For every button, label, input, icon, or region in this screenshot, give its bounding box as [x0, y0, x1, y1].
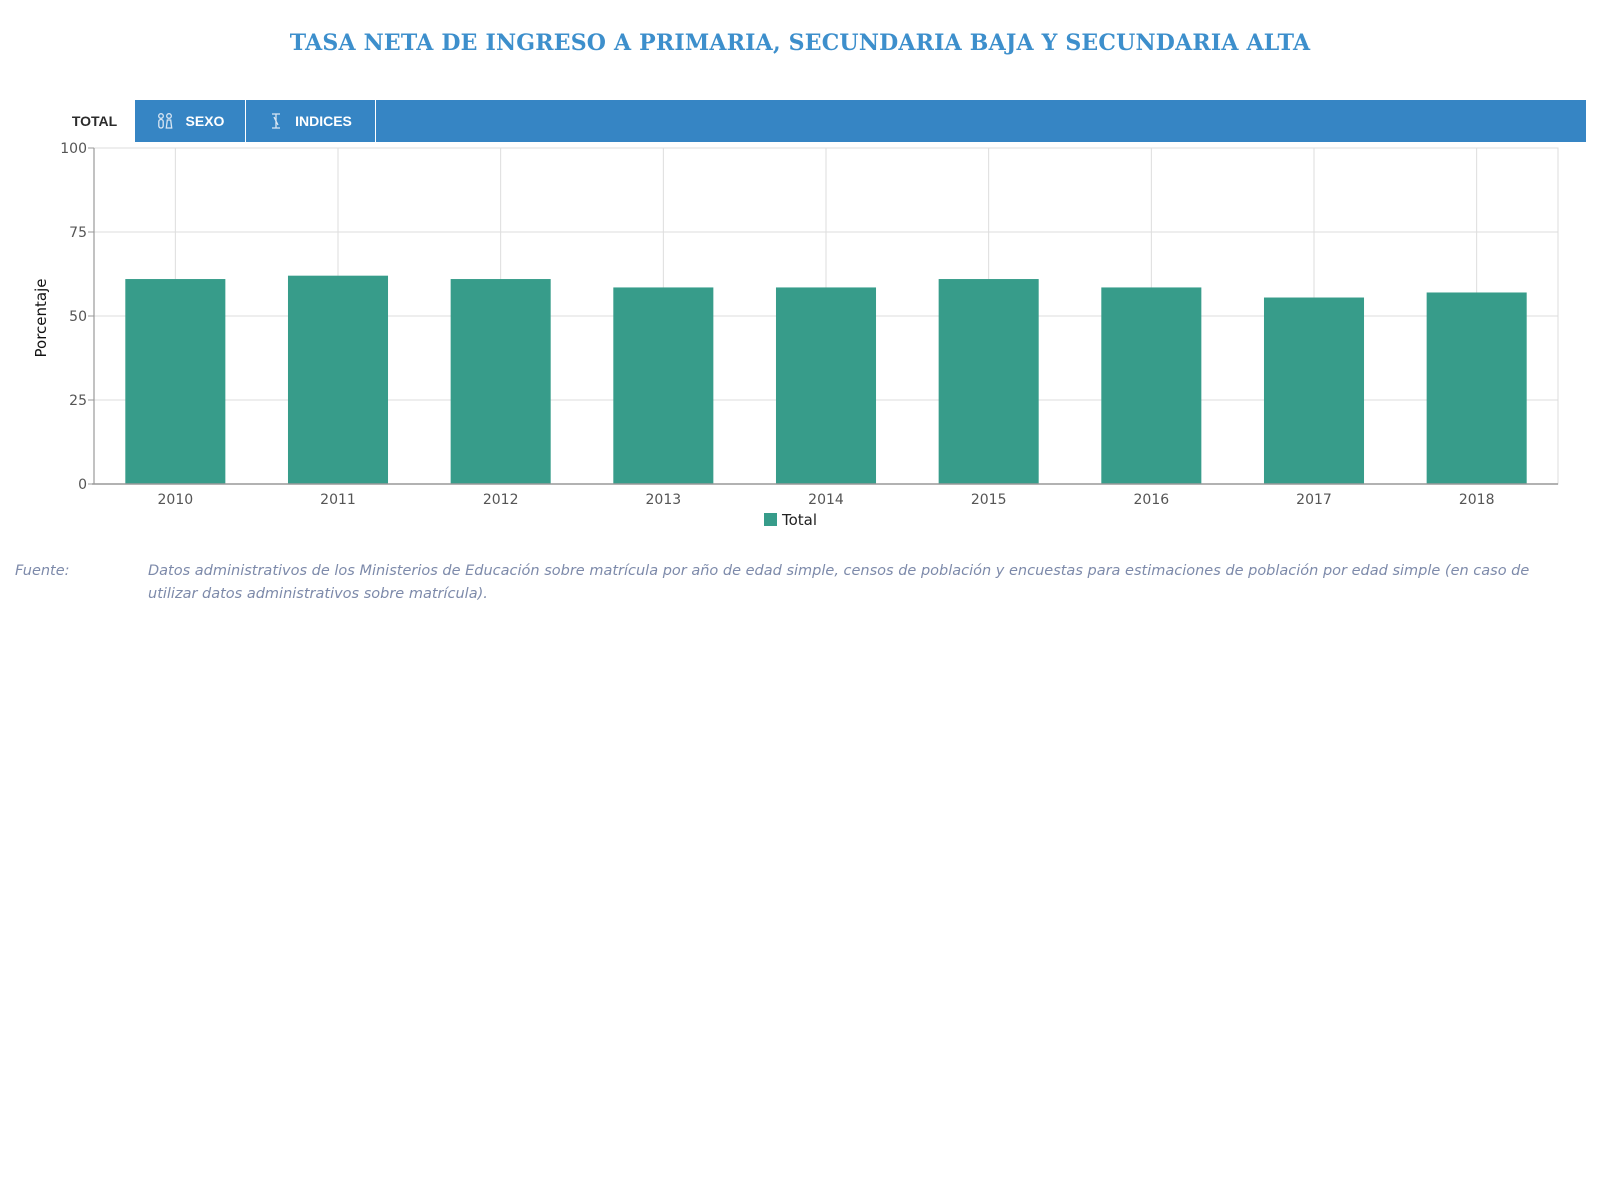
x-tick-label: 2015: [971, 492, 1007, 508]
x-tick-label: 2018: [1459, 492, 1495, 508]
page-title: TASA NETA DE INGRESO A PRIMARIA, SECUNDA…: [289, 30, 1311, 56]
tab-total[interactable]: TOTAL: [54, 100, 135, 142]
bar-2011: [287, 275, 389, 484]
bar-2012: [450, 279, 551, 484]
y-tick-label: 75: [69, 225, 87, 241]
tab-sexo[interactable]: SEXO: [135, 100, 246, 142]
x-tick-label: 2017: [1296, 492, 1332, 508]
legend-swatch: [764, 513, 777, 526]
x-tick-label: 2012: [483, 492, 519, 508]
bar-2017: [1263, 297, 1365, 484]
bar-2015: [938, 279, 1039, 484]
x-tick-label: 2010: [158, 492, 194, 508]
bar-2014: [775, 287, 877, 484]
axes: 0 25 50 75 100 2010 2011 2012 2013 2014 2015 2016 20…: [60, 141, 1558, 508]
y-tick-label: 25: [69, 393, 87, 409]
source-text: Datos administrativos de los Ministerios…: [148, 563, 1530, 602]
bar-2016: [1101, 287, 1202, 484]
tab-bar: TOTAL SEXO INDICES: [54, 100, 1586, 142]
tab-indices[interactable]: INDICES: [246, 100, 376, 142]
x-tick-label: 2016: [1134, 492, 1170, 508]
y-tick-label: 50: [69, 309, 87, 325]
bar-2018: [1426, 292, 1527, 484]
x-tick-label: 2014: [808, 492, 844, 508]
source-label: Fuente:: [15, 563, 70, 579]
y-tick-label: 0: [78, 477, 87, 493]
gender-icon: [156, 112, 174, 130]
bar-2010: [125, 279, 226, 484]
y-tick-label: 100: [60, 141, 87, 157]
tab-total-label: TOTAL: [71, 113, 118, 129]
tab-sexo-label: SEXO: [185, 113, 225, 129]
y-axis-title: Porcentaje: [32, 279, 50, 358]
index-icon: [269, 112, 283, 130]
x-tick-label: 2011: [320, 492, 356, 508]
legend-label: Total: [781, 511, 817, 529]
x-tick-label: 2013: [646, 492, 682, 508]
legend: Total: [764, 511, 817, 529]
bar-chart: 0 25 50 75 100 2010 2011 2012 2013 2014 2015 2016 20…: [32, 141, 1559, 529]
tab-indices-label: INDICES: [295, 113, 352, 129]
bars: [125, 275, 1527, 484]
bar-2013: [613, 287, 714, 484]
